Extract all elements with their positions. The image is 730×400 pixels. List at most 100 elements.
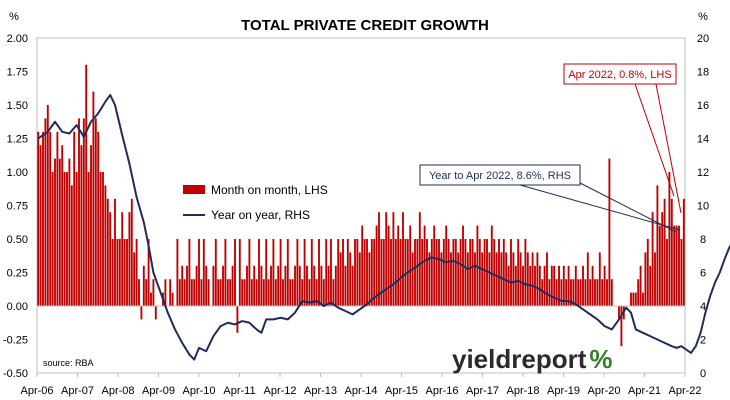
x-tick-label: Apr-09: [142, 385, 175, 397]
bar: [342, 239, 344, 306]
x-tick-label: Apr-08: [101, 385, 134, 397]
bar: [414, 239, 416, 306]
bar: [608, 158, 611, 306]
bar: [423, 225, 426, 306]
right-tick-label: 6: [700, 268, 706, 280]
bar: [404, 239, 407, 306]
bar: [517, 239, 520, 306]
bar: [457, 252, 460, 306]
bar: [466, 252, 469, 306]
bar: [58, 158, 61, 306]
bar: [51, 172, 54, 306]
x-tick-label: Apr-12: [263, 385, 296, 397]
bar: [339, 252, 342, 306]
bar: [654, 252, 656, 306]
bar: [135, 239, 138, 306]
right-axis-unit: %: [698, 11, 708, 23]
bar: [267, 279, 270, 306]
bar: [68, 158, 71, 306]
legend-label-bar: Month on month, LHS: [211, 183, 328, 197]
annotation-yoy-leader-2: [579, 182, 677, 233]
bar: [601, 279, 604, 306]
bar: [548, 279, 551, 306]
bar: [562, 265, 565, 306]
x-tick-label: Apr-14: [344, 385, 377, 397]
right-tick-label: 18: [697, 67, 709, 79]
bar: [42, 131, 44, 306]
bar: [306, 265, 308, 306]
bar: [577, 279, 580, 306]
bar: [145, 279, 148, 306]
bar: [452, 239, 455, 306]
bar: [397, 225, 400, 306]
bar: [114, 198, 116, 306]
bar: [493, 239, 496, 306]
x-tick-label: Apr-22: [668, 385, 701, 397]
x-tick-label: Apr-18: [506, 385, 539, 397]
right-axis: 0 2 4 6 8 10 12 14 16 18 20: [697, 33, 709, 380]
bar: [538, 265, 541, 306]
bar: [354, 239, 356, 306]
x-axis: Apr-06 Apr-07 Apr-08 Apr-09 Apr-10 Apr-11 Apr-…: [20, 373, 702, 397]
bar: [546, 252, 548, 306]
bar: [596, 279, 599, 306]
bar: [334, 265, 337, 306]
bar: [498, 239, 500, 306]
bar: [603, 265, 606, 306]
bar: [358, 252, 361, 306]
right-tick-label: 12: [697, 167, 709, 179]
bar: [327, 265, 330, 306]
bar: [567, 265, 570, 306]
bar: [606, 279, 608, 306]
bar: [226, 279, 229, 306]
bar: [188, 239, 191, 306]
bar: [118, 239, 121, 306]
bar: [656, 185, 659, 306]
bar: [224, 239, 227, 306]
x-tick-label: Apr-20: [587, 385, 620, 397]
bar: [229, 279, 232, 306]
bar: [418, 212, 421, 306]
bar: [505, 252, 508, 306]
bar: [385, 212, 388, 306]
bar: [262, 279, 265, 306]
bar: [322, 279, 325, 306]
bar: [63, 172, 66, 306]
bar: [318, 239, 320, 306]
bar: [543, 265, 546, 306]
bar: [510, 239, 512, 306]
x-tick-label: Apr-16: [425, 385, 458, 397]
bar: [630, 292, 632, 306]
annotation-mom-leader-1: [655, 83, 682, 214]
bar: [111, 239, 114, 306]
bar: [366, 239, 368, 306]
bar-series: [37, 64, 685, 347]
bar: [471, 239, 474, 306]
right-tick-label: 10: [697, 201, 709, 213]
bar: [82, 118, 85, 307]
bar: [310, 239, 313, 306]
bar: [673, 225, 676, 306]
bar: [402, 212, 404, 306]
bar: [337, 239, 340, 306]
bar: [586, 252, 589, 306]
bar: [387, 225, 390, 306]
bar: [99, 172, 102, 306]
legend-label-line: Year on year, RHS: [211, 208, 310, 222]
bar: [394, 239, 397, 306]
logo: yieldreport%: [452, 344, 613, 374]
bar: [320, 265, 323, 306]
bar: [142, 265, 145, 306]
bar: [368, 252, 371, 306]
bar: [435, 239, 438, 306]
bar: [438, 239, 440, 306]
bar: [512, 252, 515, 306]
bar: [459, 239, 462, 306]
bar: [610, 279, 613, 306]
bar: [140, 306, 143, 320]
x-tick-label: Apr-11: [223, 385, 255, 397]
bar: [447, 239, 450, 306]
right-tick-label: 16: [697, 100, 709, 112]
left-tick-label: 0.25: [7, 268, 28, 280]
bar: [70, 185, 73, 306]
